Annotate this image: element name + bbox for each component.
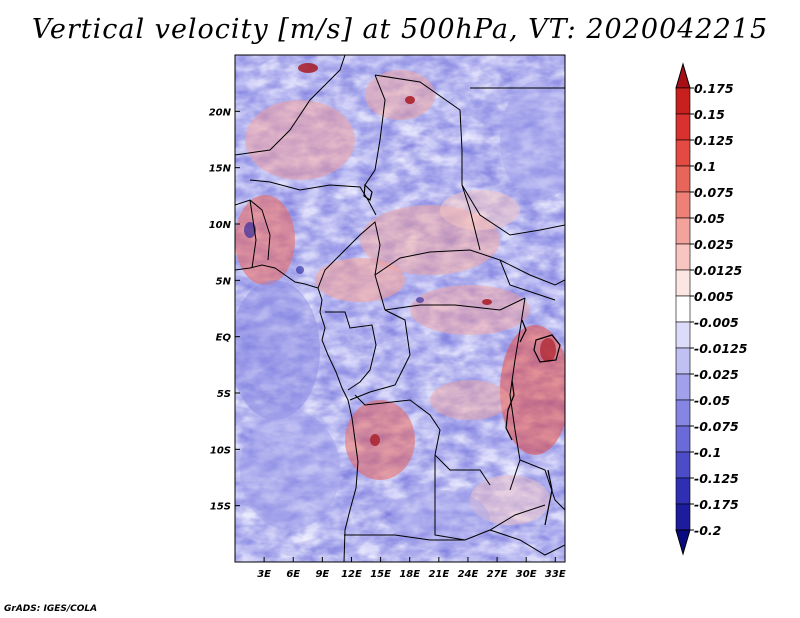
colorbar-label: -0.005 [694,315,739,330]
lakes [363,183,561,526]
colorbar-top-triangle [675,62,691,89]
vertical-velocity-field [235,55,565,562]
colorbar-label: -0.125 [694,471,739,486]
lon-label: 15E [370,569,391,580]
colorbar: 0.175 0.15 0.125 0.1 0.075 0.05 0.025 0.0125 0.0… [675,62,748,556]
colorbar-box [675,191,691,219]
longitude-axis: 3E 6E 9E 12E 15E 18E 21E 24E 27E 30E 33E [257,557,566,580]
border-drc-west [349,309,411,401]
lon-label: 21E [428,569,449,580]
colorbar-bottom-triangle [675,529,691,556]
latitude-axis: 20N 15N 10N 5N EQ 5S 10S 15S [209,107,240,513]
border-car-congo [384,297,526,311]
border-niger-nigeria [249,179,377,216]
lake-albert [519,319,527,343]
colorbar-label: -0.025 [694,367,739,382]
colorbar-box [675,503,691,531]
colorbar-label: 0.005 [694,289,734,304]
colorbar-box [675,373,691,401]
border-west-africa-1 [235,199,271,261]
colorbar-box [675,451,691,479]
colorbar-label: 0.05 [694,211,725,226]
lon-label: 24E [458,569,479,580]
coastline-west-africa [235,264,359,562]
colorbar-box [675,321,691,349]
country-borders [235,55,565,562]
border-zimbabwe [489,529,565,556]
colorbar-box [675,87,691,115]
border-niger-chad [364,74,386,186]
colorbar-box [675,399,691,427]
lon-label: 6E [286,569,300,580]
lat-label: 10S [210,445,231,456]
colorbar-label: -0.1 [694,445,721,460]
border-congo-gabon [325,311,377,391]
colorbar-box [675,295,691,323]
map-frame [234,54,566,563]
lat-label: 20N [209,107,232,118]
lat-label: 15S [210,502,231,513]
colorbar-box [675,113,691,141]
colorbar-label: -0.075 [694,419,739,434]
border-sudan-southsudan [461,184,565,236]
lat-label: 10N [209,220,232,231]
colorbar-box [675,217,691,245]
border-west-africa-2 [249,199,257,269]
credit-label: GrADS: IGES/COLA [4,604,98,614]
colorbar-label: 0.15 [694,107,725,122]
colorbar-label: 0.0125 [694,263,743,278]
colorbar-label: -0.05 [694,393,730,408]
colorbar-box [675,165,691,193]
lon-label: 9E [315,569,329,580]
lake-malawi [544,469,553,526]
colorbar-box [675,477,691,505]
colorbar-box [675,243,691,271]
lon-label: 18E [399,569,420,580]
border-chad-car [374,249,556,301]
lon-label: 33E [545,569,566,580]
colorbar-label: -0.2 [694,523,721,538]
lat-label: 15N [209,164,232,175]
colorbar-label: 0.175 [694,81,734,96]
colorbar-label: 0.125 [694,133,734,148]
lat-label: 5N [216,276,232,287]
map-title: Vertical velocity [m/s] at 500hPa, VT: 2… [31,14,769,45]
colorbar-box [675,139,691,167]
colorbar-box [675,269,691,297]
colorbar-label: -0.0125 [694,341,748,356]
border-angola-zambia [434,455,546,541]
lake-chad [363,183,373,201]
border-libya-sudan [374,74,481,251]
lon-label: 3E [257,569,271,580]
colorbar-label: 0.025 [694,237,734,252]
lon-label: 30E [516,569,537,580]
lake-victoria [533,334,561,363]
colorbar-label: -0.175 [694,497,739,512]
lon-label: 27E [487,569,508,580]
border-nigeria-cameroon [317,221,386,311]
lat-label: 5S [217,389,231,400]
colorbar-box [675,425,691,453]
border-drc-angola [354,394,491,486]
border-libya-chad [235,55,346,156]
lon-label: 12E [341,569,362,580]
colorbar-label: 0.075 [694,185,734,200]
colorbar-box [675,347,691,375]
border-zambia-malawi [519,459,565,511]
lat-label: EQ [216,333,232,344]
lake-tanganyika [505,379,515,441]
border-angola-namibia [344,534,465,541]
border-southsudan-east [499,259,565,286]
colorbar-label: 0.1 [694,159,716,174]
